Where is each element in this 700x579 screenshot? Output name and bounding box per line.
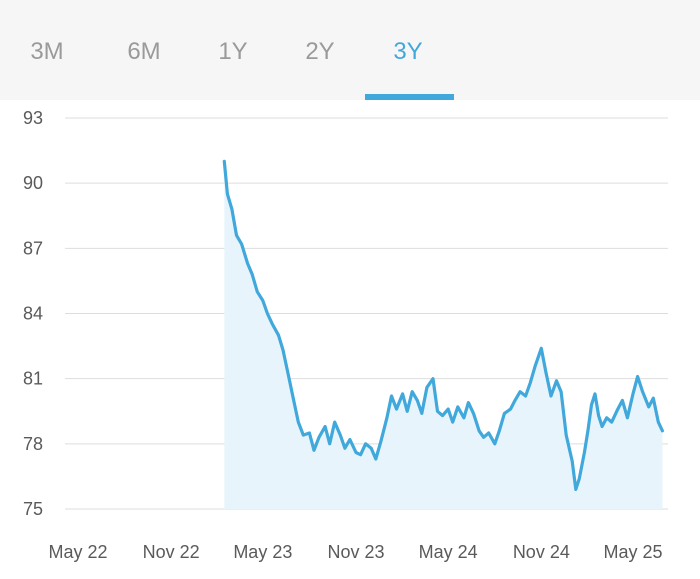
x-tick-label: Nov 24 — [513, 542, 570, 562]
x-tick-label: May 22 — [48, 542, 107, 562]
x-tick-label: May 25 — [603, 542, 662, 562]
y-tick-label: 87 — [23, 238, 43, 258]
x-tick-label: Nov 23 — [327, 542, 384, 562]
x-tick-label: Nov 22 — [143, 542, 200, 562]
y-tick-label: 78 — [23, 434, 43, 454]
y-tick-label: 81 — [23, 369, 43, 389]
tab-6m[interactable]: 6M — [127, 38, 161, 65]
tab-3m[interactable]: 3M — [30, 38, 64, 65]
series-line — [222, 159, 664, 491]
area-fill — [224, 161, 663, 509]
x-tick-label: May 23 — [233, 542, 292, 562]
tab-3y[interactable]: 3Y — [393, 38, 423, 65]
series-path — [222, 159, 664, 491]
y-tick-label: 84 — [23, 304, 43, 324]
y-tick-label: 75 — [23, 499, 43, 519]
series-area — [224, 161, 663, 509]
x-tick-label: May 24 — [419, 542, 478, 562]
active-tab-indicator — [365, 94, 454, 100]
range-tab-bar: 3M 6M 1Y 2Y 3Y — [0, 0, 700, 100]
x-axis: May 22 Nov 22 May 23 Nov 23 May 24 Nov 24 May … — [48, 542, 662, 562]
y-tick-label: 90 — [23, 173, 43, 193]
tab-2y[interactable]: 2Y — [305, 38, 335, 65]
y-tick-label: 93 — [23, 108, 43, 128]
tab-1y[interactable]: 1Y — [218, 38, 248, 65]
y-axis: 93 90 87 84 81 78 75 — [23, 108, 43, 519]
